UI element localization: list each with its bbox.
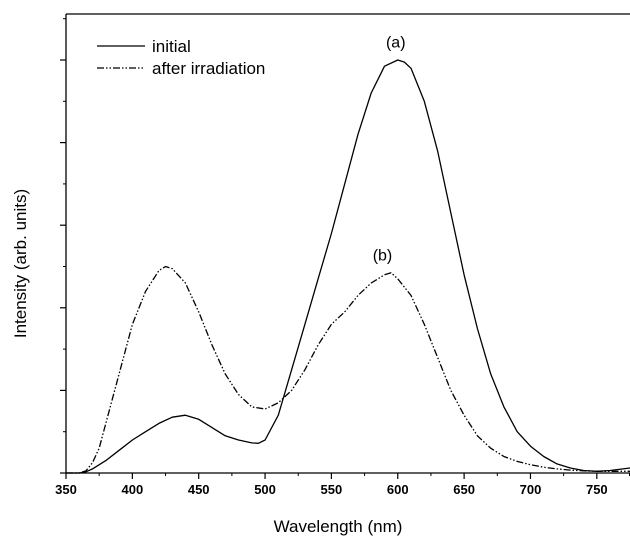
peak-annotation: (b) [373,247,393,264]
y-axis-title: Intensity (arb. units) [11,189,30,338]
x-tick-label: 700 [520,482,542,497]
x-tick-label: 750 [586,482,608,497]
x-axis-title: Wavelength (nm) [274,517,403,536]
series-line-initial [66,59,630,474]
annotations: (a) (b) [373,35,406,265]
peak-annotation: (a) [386,35,406,52]
legend: initial after irradiation [97,37,265,78]
x-tick-label: 550 [321,482,343,497]
x-tick-label: 350 [55,482,77,497]
x-tick-label: 400 [122,482,144,497]
series-group [66,59,630,474]
x-tick-label: 650 [453,482,475,497]
x-tick-label: 450 [188,482,210,497]
x-tick-label: 600 [387,482,409,497]
legend-label: initial [152,37,191,56]
legend-label: after irradiation [152,59,265,78]
axes: 350 400 450 500 550 600 650 700 750 [55,13,630,497]
x-tick-label: 500 [254,482,276,497]
series-line-after-irradiation [66,265,630,474]
